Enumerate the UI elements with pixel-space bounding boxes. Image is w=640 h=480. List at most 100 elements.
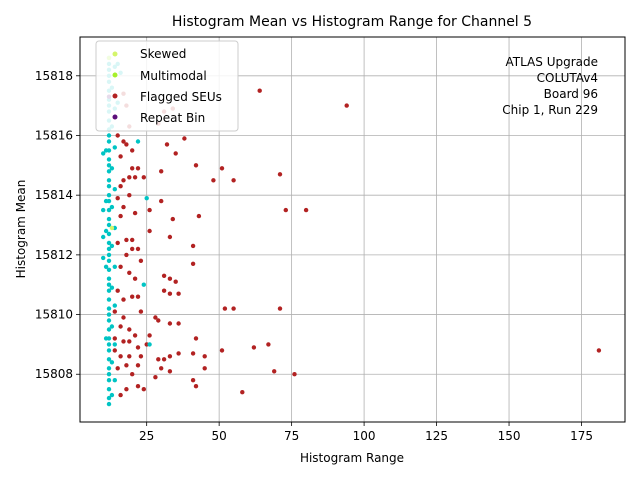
point-flagged-seus (124, 252, 129, 258)
point-flagged-seus (124, 142, 129, 147)
y-tick-label: 15814 (35, 188, 73, 202)
legend-marker-repeat-bin (112, 114, 118, 120)
point-flagged-seus (112, 309, 118, 314)
y-axis-ticks: 15808 15810 15812 15814 15816 15818 (35, 69, 80, 381)
point-normal (103, 228, 109, 234)
x-tick-label: 25 (139, 429, 154, 443)
point-flagged-seus (112, 336, 118, 341)
point-flagged-seus (121, 315, 126, 320)
legend-frame (95, 40, 239, 132)
point-normal (103, 264, 109, 269)
point-flagged-seus (138, 354, 144, 359)
x-axis-label: Histogram Range (300, 451, 404, 465)
point-normal (106, 252, 112, 258)
point-flagged-seus (115, 240, 120, 246)
point-normal (106, 282, 112, 287)
point-flagged-seus (130, 148, 135, 153)
point-normal (106, 258, 112, 263)
point-flagged-seus (121, 339, 126, 344)
point-normal (109, 392, 115, 398)
point-flagged-seus (161, 357, 167, 362)
point-normal (106, 163, 112, 168)
x-tick-label: 75 (284, 429, 299, 443)
point-normal (109, 324, 115, 329)
point-normal (147, 342, 152, 347)
y-tick-label: 15808 (35, 367, 73, 381)
point-flagged-seus (127, 339, 132, 344)
point-flagged-seus (277, 306, 283, 311)
point-normal (112, 342, 118, 347)
point-flagged-seus (115, 288, 120, 293)
x-tick-label: 100 (353, 429, 376, 443)
chart-title: Histogram Mean vs Histogram Range for Ch… (172, 14, 532, 30)
point-flagged-seus (167, 321, 173, 326)
point-flagged-seus (138, 258, 144, 263)
point-flagged-seus (161, 288, 167, 293)
point-flagged-seus (211, 178, 216, 183)
point-normal (106, 312, 112, 317)
point-flagged-seus (124, 363, 129, 368)
point-normal (109, 166, 115, 171)
point-flagged-seus (132, 210, 138, 216)
point-flagged-seus (118, 264, 123, 269)
point-normal (106, 169, 112, 174)
point-flagged-seus (132, 333, 138, 338)
point-flagged-seus (118, 324, 123, 329)
point-flagged-seus (283, 207, 288, 213)
point-normal (103, 336, 109, 341)
point-normal (106, 342, 112, 347)
point-flagged-seus (153, 315, 158, 320)
point-flagged-seus (167, 276, 173, 281)
point-flagged-seus (292, 372, 297, 377)
x-axis-ticks: 25 50 75 100 125 150 175 (139, 422, 593, 443)
point-skewed (109, 225, 115, 231)
point-flagged-seus (222, 306, 228, 311)
point-normal (106, 184, 112, 189)
legend-marker-multimodal (112, 72, 118, 78)
point-flagged-seus (112, 348, 118, 353)
point-flagged-seus (130, 237, 135, 243)
point-normal (106, 395, 112, 401)
annotation-line-1: ATLAS Upgrade (505, 55, 598, 69)
point-normal (106, 318, 112, 323)
y-tick-label: 15816 (35, 128, 73, 142)
point-normal (101, 234, 106, 240)
point-flagged-seus (156, 318, 161, 323)
point-normal (106, 240, 112, 246)
point-flagged-seus (266, 342, 271, 347)
point-flagged-seus (153, 375, 158, 380)
point-flagged-seus (190, 351, 196, 356)
point-flagged-seus (118, 392, 123, 398)
point-flagged-seus (115, 366, 120, 371)
point-flagged-seus (176, 321, 181, 326)
point-normal (106, 276, 112, 281)
point-normal (112, 264, 118, 269)
point-normal (106, 357, 112, 362)
point-flagged-seus (193, 336, 199, 341)
point-normal (106, 387, 112, 392)
y-tick-label: 15812 (35, 248, 73, 262)
point-normal (106, 327, 112, 332)
point-normal (106, 246, 112, 252)
point-flagged-seus (231, 178, 236, 183)
point-normal (106, 216, 112, 222)
point-flagged-seus (121, 204, 126, 210)
point-flagged-seus (115, 196, 120, 201)
x-tick-label: 175 (570, 429, 593, 443)
point-normal (135, 139, 141, 144)
x-tick-label: 50 (212, 429, 227, 443)
x-tick-label: 150 (498, 429, 521, 443)
point-flagged-seus (135, 363, 141, 368)
point-flagged-seus (176, 351, 181, 356)
point-flagged-seus (141, 175, 146, 180)
point-normal (112, 187, 118, 192)
point-normal (109, 243, 115, 249)
point-normal (106, 139, 112, 144)
point-flagged-seus (135, 166, 141, 171)
point-normal (106, 378, 112, 383)
point-normal (106, 222, 112, 228)
point-normal (106, 178, 112, 183)
point-flagged-seus (596, 348, 602, 353)
point-flagged-seus (118, 354, 123, 359)
point-normal (101, 255, 106, 261)
